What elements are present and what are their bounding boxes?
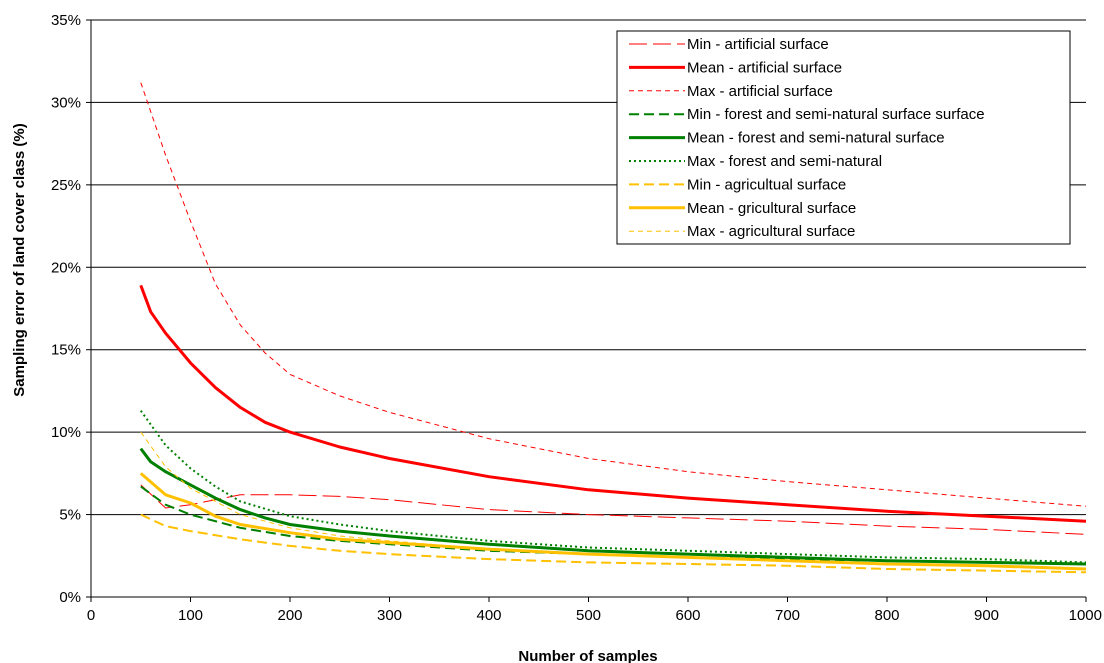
x-tick-labels: 0 100 200 300 400 500 600 700 800 900 1000 <box>87 607 1102 624</box>
series-line <box>140 82 1087 507</box>
y-tick-label: 25% <box>51 177 81 194</box>
legend-label: Max - forest and semi-natural <box>687 153 882 170</box>
series-lines <box>139 82 1087 574</box>
y-axis-title: Sampling error of land cover class (%) <box>11 123 28 396</box>
x-tick-label: 200 <box>277 607 302 624</box>
x-tick-label: 900 <box>974 607 999 624</box>
legend-label: Min - forest and semi-natural surface su… <box>687 106 985 123</box>
axes <box>86 19 1087 602</box>
series-line <box>140 431 1087 570</box>
y-tick-label: 5% <box>59 507 81 524</box>
y-tick-label: 0% <box>59 589 81 606</box>
x-tick-label: 0 <box>87 607 95 624</box>
x-tick-label: 400 <box>476 607 501 624</box>
x-tick-label: 500 <box>576 607 601 624</box>
x-axis-title: Number of samples <box>518 648 657 663</box>
series-line <box>140 513 1087 574</box>
y-tick-label: 30% <box>51 94 81 111</box>
y-tick-labels: 0% 5% 10% 15% 20% 25% 30% 35% <box>51 12 81 606</box>
x-tick-label: 100 <box>178 607 203 624</box>
legend-label: Max - artificial surface <box>687 83 833 100</box>
x-tick-label: 700 <box>775 607 800 624</box>
legend-label: Min - agricultual surface <box>687 176 846 193</box>
x-tick-label: 800 <box>874 607 899 624</box>
y-tick-label: 35% <box>51 12 81 29</box>
legend-label: Max - agricultural surface <box>687 223 855 240</box>
y-tick-label: 15% <box>51 342 81 359</box>
x-tick-label: 1000 <box>1069 607 1102 624</box>
legend-box <box>616 30 1071 245</box>
legend-label: Mean - forest and semi-natural surface <box>687 130 945 147</box>
x-tick-label: 600 <box>675 607 700 624</box>
y-tick-label: 10% <box>51 424 81 441</box>
legend-label: Mean - gricultural surface <box>687 200 856 217</box>
x-tick-label: 300 <box>377 607 402 624</box>
series-line <box>139 284 1087 523</box>
legend-label: Min - artificial surface <box>687 36 829 53</box>
y-tick-label: 20% <box>51 259 81 276</box>
legend: Min - artificial surface Mean - artificia… <box>616 30 1071 245</box>
series-line <box>139 410 1087 564</box>
legend-label: Mean - artificial surface <box>687 59 842 76</box>
